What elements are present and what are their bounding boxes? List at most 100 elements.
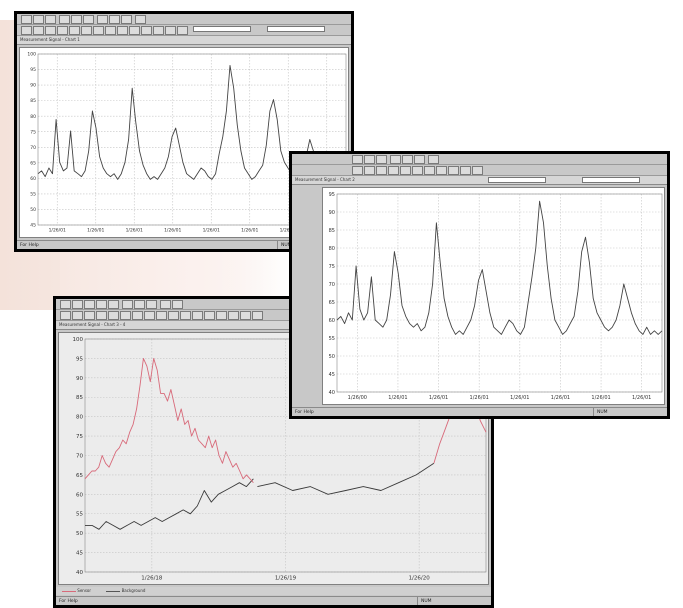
- toolbar-button[interactable]: [352, 155, 363, 164]
- toolbar-button[interactable]: [388, 166, 399, 175]
- y-tick-label: 70: [76, 453, 83, 459]
- y-tick-label: 60: [30, 176, 36, 182]
- toolbar-button[interactable]: [71, 15, 82, 24]
- series-line: [84, 357, 254, 483]
- toolbar-button[interactable]: [120, 311, 131, 320]
- toolbar-button[interactable]: [364, 166, 375, 175]
- x-tick-label: 1/26/01: [388, 395, 407, 401]
- toolbar-button[interactable]: [33, 26, 44, 35]
- legend-label-background: Background: [121, 588, 146, 593]
- toolbar-button[interactable]: [146, 300, 157, 309]
- x-tick-label: 1/26/18: [141, 576, 163, 582]
- toolbar-button[interactable]: [108, 300, 119, 309]
- toolbar-button[interactable]: [156, 311, 167, 320]
- y-tick-label: 40: [329, 390, 335, 396]
- y-tick-label: 65: [30, 160, 36, 166]
- toolbar-button[interactable]: [132, 311, 143, 320]
- status-bar: For Help NUM: [17, 240, 351, 249]
- toolbar-button[interactable]: [129, 26, 140, 35]
- toolbar-button[interactable]: [228, 311, 239, 320]
- toolbar-button[interactable]: [135, 15, 146, 24]
- y-tick-label: 85: [329, 228, 335, 234]
- y-tick-label: 50: [30, 207, 36, 213]
- toolbar-button[interactable]: [60, 300, 71, 309]
- y-tick-label: 90: [30, 83, 36, 89]
- toolbar-button[interactable]: [424, 166, 435, 175]
- chart-window-2[interactable]: Measurement Signal - Chart 2 95 90 85 80 75 7…: [289, 151, 670, 419]
- toolbar-button[interactable]: [153, 26, 164, 35]
- toolbar-button[interactable]: [160, 300, 171, 309]
- toolbar-button[interactable]: [400, 166, 411, 175]
- toolbar-button[interactable]: [412, 166, 423, 175]
- toolbar-button[interactable]: [402, 155, 413, 164]
- toolbar-button[interactable]: [352, 166, 363, 175]
- toolbar-button[interactable]: [45, 26, 56, 35]
- toolbar-button[interactable]: [96, 311, 107, 320]
- toolbar-button[interactable]: [364, 155, 375, 164]
- toolbar-button[interactable]: [105, 26, 116, 35]
- toolbar-button[interactable]: [72, 300, 83, 309]
- toolbar-button[interactable]: [168, 311, 179, 320]
- toolbar-button[interactable]: [108, 311, 119, 320]
- x-tick-label: 1/26/01: [49, 228, 66, 234]
- toolbar-button[interactable]: [216, 311, 227, 320]
- toolbar-button[interactable]: [33, 15, 44, 24]
- toolbar-button[interactable]: [252, 311, 263, 320]
- toolbar-button[interactable]: [376, 155, 387, 164]
- x-tick-label: 1/26/01: [241, 228, 258, 234]
- toolbar-button[interactable]: [122, 300, 133, 309]
- chart-svg: 100 95 90 85 80 75 70 65 60 55 50 45 40 1/26/18 1/26/1…: [73, 337, 487, 582]
- range-combo-end[interactable]: [582, 177, 640, 183]
- toolbar-button[interactable]: [83, 15, 94, 24]
- range-combo-start[interactable]: [193, 26, 251, 32]
- y-tick-label: 90: [76, 376, 83, 382]
- toolbar-button[interactable]: [460, 166, 471, 175]
- toolbar-button[interactable]: [121, 15, 132, 24]
- toolbar-button[interactable]: [84, 300, 95, 309]
- toolbar-button[interactable]: [376, 166, 387, 175]
- x-tick-label: 1/26/01: [470, 395, 489, 401]
- toolbar-button[interactable]: [69, 26, 80, 35]
- toolbar-button[interactable]: [177, 26, 188, 35]
- toolbar-button[interactable]: [240, 311, 251, 320]
- status-help-text: For Help: [295, 410, 314, 415]
- toolbar-button[interactable]: [84, 311, 95, 320]
- toolbar-button[interactable]: [436, 166, 447, 175]
- toolbar-button[interactable]: [60, 311, 71, 320]
- toolbar-button[interactable]: [72, 311, 83, 320]
- toolbar-button[interactable]: [204, 311, 215, 320]
- toolbar-button[interactable]: [97, 15, 108, 24]
- y-tick-label: 45: [329, 372, 335, 378]
- toolbar-button[interactable]: [21, 15, 32, 24]
- chart-title-bar: Measurement Signal - Chart 1: [17, 36, 351, 45]
- toolbar-button[interactable]: [448, 166, 459, 175]
- y-tick-label: 80: [329, 246, 335, 252]
- toolbar-button[interactable]: [472, 166, 483, 175]
- x-tick-label: 1/26/01: [203, 228, 220, 234]
- toolbar-button[interactable]: [414, 155, 425, 164]
- toolbar-button[interactable]: [192, 311, 203, 320]
- toolbar-button[interactable]: [134, 300, 145, 309]
- y-tick-label: 60: [76, 492, 83, 498]
- toolbar: [292, 154, 667, 165]
- toolbar-button[interactable]: [93, 26, 104, 35]
- range-combo-start[interactable]: [488, 177, 546, 183]
- toolbar-button[interactable]: [172, 300, 183, 309]
- toolbar-button[interactable]: [109, 15, 120, 24]
- toolbar-button[interactable]: [45, 15, 56, 24]
- x-tick-label: 1/26/01: [591, 395, 610, 401]
- toolbar-button[interactable]: [165, 26, 176, 35]
- toolbar-button[interactable]: [57, 26, 68, 35]
- toolbar-button[interactable]: [180, 311, 191, 320]
- toolbar-button[interactable]: [21, 26, 32, 35]
- range-combo-end[interactable]: [267, 26, 325, 32]
- toolbar-button[interactable]: [59, 15, 70, 24]
- y-tick-label: 85: [30, 98, 36, 104]
- toolbar-button[interactable]: [117, 26, 128, 35]
- toolbar-button[interactable]: [81, 26, 92, 35]
- toolbar-button[interactable]: [96, 300, 107, 309]
- toolbar-button[interactable]: [390, 155, 401, 164]
- toolbar-button[interactable]: [428, 155, 439, 164]
- toolbar-button[interactable]: [141, 26, 152, 35]
- toolbar-button[interactable]: [144, 311, 155, 320]
